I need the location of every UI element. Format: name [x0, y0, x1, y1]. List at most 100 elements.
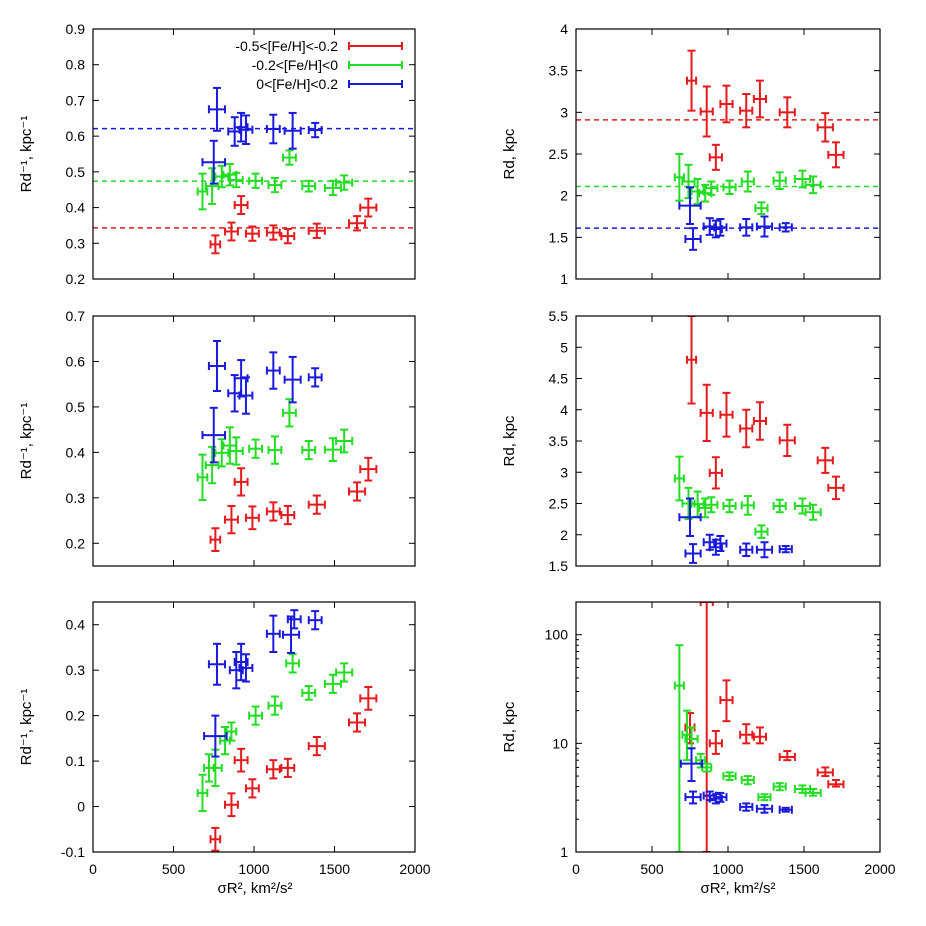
data-point: [722, 498, 737, 514]
x-axis-label-right: σR², km²/s²: [700, 880, 775, 897]
data-point: [681, 486, 696, 521]
data-point: [778, 96, 796, 129]
data-point: [816, 112, 834, 143]
data-point: [778, 423, 796, 457]
data-point: [699, 602, 714, 852]
y-tick-label: 2.5: [549, 496, 569, 512]
data-point: [695, 752, 707, 769]
data-point: [224, 221, 239, 242]
data-point: [739, 408, 754, 449]
data-point: [740, 495, 755, 516]
data-point: [704, 496, 719, 514]
y-tick-label: 100: [545, 627, 569, 643]
series-2: [673, 455, 822, 539]
series-3: [576, 186, 880, 251]
data-point: [347, 712, 367, 733]
legend-entry: -0.2<[Fe/H]<0: [252, 57, 403, 73]
data-point: [225, 721, 238, 742]
y-axis-label: Rd⁻¹, kpc⁻¹: [18, 403, 35, 480]
data-point: [778, 222, 793, 233]
data-point: [244, 505, 260, 531]
data-point: [233, 467, 249, 497]
y-tick-label: 1.5: [549, 229, 569, 245]
series-1: [576, 49, 880, 171]
data-point: [755, 804, 774, 814]
series-1: [684, 602, 845, 852]
data-point: [209, 527, 222, 552]
data-layer: [673, 602, 845, 852]
data-point: [265, 113, 281, 145]
data-point: [265, 351, 281, 390]
y-tick-label: 0.4: [66, 200, 86, 216]
data-point: [699, 383, 714, 442]
data-point: [708, 456, 723, 490]
data-point: [740, 170, 755, 193]
y-axis-label: Rd⁻¹, kpc⁻¹: [18, 116, 35, 193]
data-point: [793, 784, 812, 794]
x-tick-label: 2000: [399, 861, 430, 877]
y-tick-label: 2.5: [549, 146, 569, 162]
data-point: [690, 490, 705, 518]
data-layer: [576, 49, 880, 251]
y-tick-label: 0.4: [66, 444, 86, 460]
y-tick-label: 0.5: [66, 399, 86, 415]
data-point: [739, 218, 754, 237]
data-point: [681, 163, 696, 200]
data-point: [283, 355, 302, 404]
series-3: [679, 747, 793, 814]
data-point: [248, 705, 264, 726]
data-point: [307, 610, 323, 631]
data-point: [772, 498, 787, 514]
data-point: [713, 218, 728, 237]
series-2: [576, 153, 880, 215]
data-point: [283, 111, 302, 150]
y-tick-label: 0.8: [66, 57, 86, 73]
x-tick-label: 1000: [712, 861, 743, 877]
y-axis-label: Rd, kpc: [501, 128, 518, 179]
x-axis-label-left: σR², km²/s²: [217, 880, 292, 897]
legend-label: -0.5<[Fe/H]<-0.2: [235, 38, 338, 54]
data-point: [265, 759, 281, 780]
series-2: [673, 644, 822, 852]
plot-frame: [575, 315, 881, 567]
data-point: [281, 149, 297, 166]
data-point: [754, 524, 769, 539]
x-tick-label: 500: [640, 861, 664, 877]
data-point: [280, 505, 296, 526]
data-point: [244, 778, 260, 799]
x-tick-label: 0: [572, 861, 580, 877]
data-point: [347, 215, 367, 232]
data-point: [233, 111, 249, 143]
x-tick-label: 1500: [319, 861, 350, 877]
data-point: [793, 497, 812, 515]
data-point: [207, 340, 227, 392]
data-point: [196, 453, 209, 502]
data-layer: [196, 340, 378, 552]
data-point: [678, 186, 702, 225]
y-tick-label: 4: [560, 402, 568, 418]
data-point: [207, 642, 227, 686]
series-1: [685, 316, 845, 501]
y-tick-label: 4.5: [549, 371, 569, 387]
data-point: [301, 685, 317, 701]
y-tick-label: 0: [77, 799, 85, 815]
data-point: [704, 180, 719, 196]
data-point: [335, 662, 354, 683]
panel-1: 0.2 0.3 0.4 0.5 0.6 0.7 0.8 0.9 Rd⁻¹, kpc⁻¹: [18, 21, 416, 287]
data-point: [708, 729, 723, 755]
data-point: [359, 197, 378, 218]
y-tick-label: 0.2: [66, 535, 86, 551]
y-tick-label: 0.7: [66, 92, 86, 108]
plot-frame: [92, 28, 416, 280]
data-point: [280, 228, 296, 245]
y-tick-label: 0.1: [66, 753, 86, 769]
legend-entry: 0<[Fe/H]<0.2: [256, 76, 403, 92]
data-point: [244, 225, 260, 242]
data-point: [323, 673, 342, 694]
data-point: [685, 49, 698, 112]
series-2: [196, 398, 354, 502]
data-point: [804, 175, 822, 195]
y-tick-label: 4: [560, 21, 568, 37]
data-point: [679, 747, 704, 783]
